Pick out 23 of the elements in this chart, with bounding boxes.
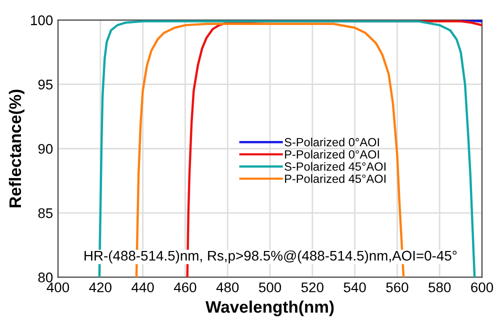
x-axis-title: Wavelength(nm) bbox=[206, 300, 334, 316]
x-tick-label: 500 bbox=[258, 282, 282, 292]
x-tick-label: 560 bbox=[386, 282, 408, 292]
y-tick-label: 95 bbox=[38, 80, 53, 90]
x-tick-label: 480 bbox=[216, 282, 239, 292]
x-tick-label: 580 bbox=[428, 282, 451, 292]
legend-label: P-Polarized 45°AOI bbox=[285, 174, 386, 183]
x-tick-label: 420 bbox=[89, 282, 112, 292]
x-tick-label: 600 bbox=[471, 282, 494, 292]
x-tick-label: 520 bbox=[301, 282, 324, 292]
y-tick-label: 80 bbox=[38, 272, 53, 282]
y-tick-label: 90 bbox=[38, 144, 53, 154]
y-tick-label: 100 bbox=[31, 15, 53, 26]
x-tick-label: 400 bbox=[46, 282, 70, 292]
legend-label: S-Polarized 45°AOI bbox=[284, 162, 386, 171]
x-tick-label: 460 bbox=[174, 282, 196, 292]
y-axis-title: Reflectance(%) bbox=[8, 90, 24, 208]
x-tick-label: 540 bbox=[344, 282, 366, 292]
x-tick-label: 440 bbox=[132, 282, 154, 292]
y-tick-label: 85 bbox=[38, 208, 53, 218]
legend-label: P-Polarized 0°AOI bbox=[285, 150, 379, 159]
legend-label: S-Polarized 0°AOI bbox=[284, 138, 379, 146]
annotation: HR-(488-514.5)nm, Rs,p>98.5%@(488-514.5)nm,AOI=0-45° bbox=[84, 250, 457, 264]
